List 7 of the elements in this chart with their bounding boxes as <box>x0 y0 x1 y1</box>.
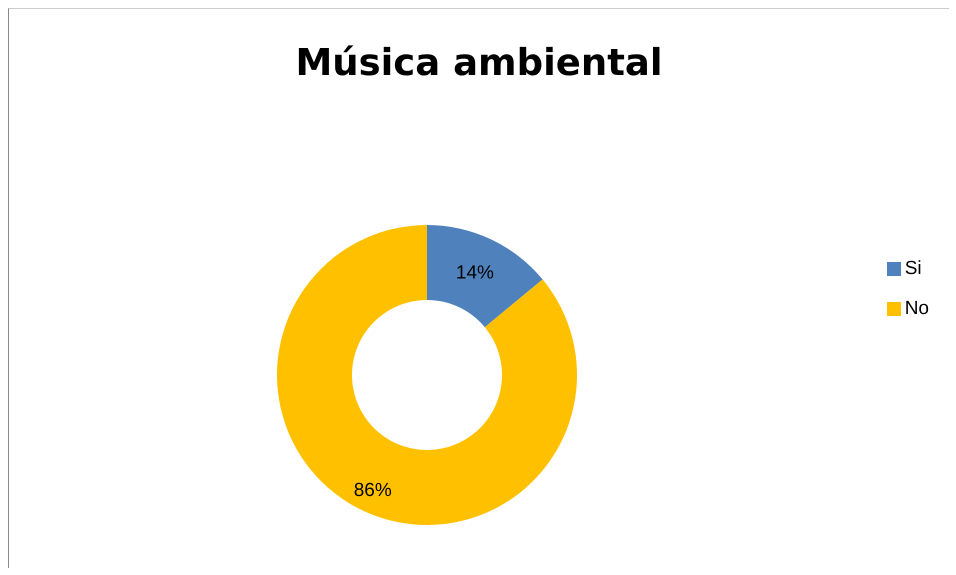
legend-label: Si <box>904 258 922 278</box>
data-label: 86% <box>354 480 392 501</box>
donut-slice <box>277 225 577 525</box>
chart-title: Música ambiental <box>294 41 664 84</box>
donut-slice <box>427 225 543 328</box>
legend-label: No <box>904 298 929 318</box>
data-label: 14% <box>456 262 494 284</box>
